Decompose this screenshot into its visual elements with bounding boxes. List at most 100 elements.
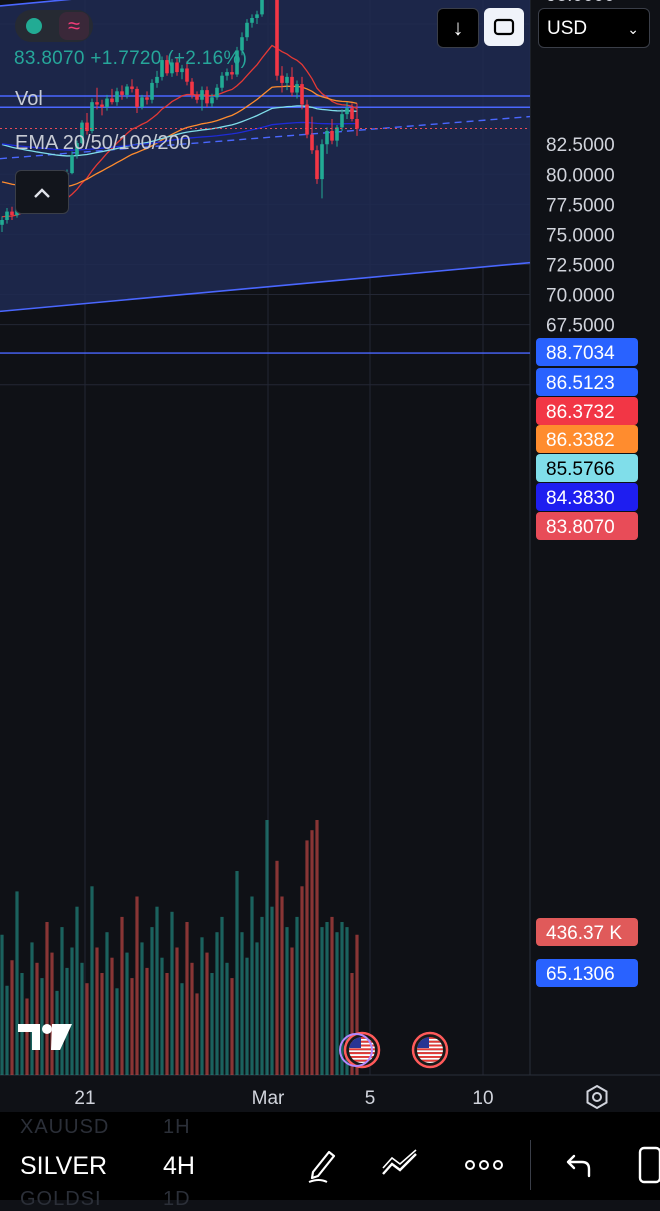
- candle-body[interactable]: [100, 104, 104, 107]
- candle-body[interactable]: [165, 60, 169, 74]
- undo-icon[interactable]: [565, 1152, 593, 1178]
- candle-body[interactable]: [225, 72, 229, 76]
- collapse-indicators-button[interactable]: [15, 170, 69, 214]
- volume-bar: [330, 916, 334, 1075]
- candle-body[interactable]: [260, 0, 264, 15]
- candle-body[interactable]: [190, 81, 194, 95]
- candle-body[interactable]: [320, 144, 324, 180]
- candle-body[interactable]: [250, 17, 254, 23]
- candle-body[interactable]: [90, 102, 94, 132]
- chevron-up-icon: [34, 188, 50, 198]
- candle-body[interactable]: [220, 75, 224, 88]
- candle-body[interactable]: [275, 0, 279, 76]
- currency-select[interactable]: USD ⌄: [538, 8, 650, 48]
- candle-body[interactable]: [215, 87, 219, 98]
- candle-body[interactable]: [205, 90, 209, 104]
- candle-body[interactable]: [185, 68, 189, 82]
- candle-body[interactable]: [330, 131, 334, 141]
- volume-bar: [5, 985, 9, 1075]
- candle-body[interactable]: [70, 155, 74, 174]
- approx-icon[interactable]: ≈: [59, 12, 89, 40]
- candle-body[interactable]: [105, 98, 109, 107]
- download-button[interactable]: ↓: [437, 8, 479, 48]
- candle-body[interactable]: [155, 76, 159, 83]
- price-chart[interactable]: 102.5000100.000097.500095.000092.500082.…: [0, 0, 660, 1112]
- price-badge: [536, 483, 638, 511]
- volume-bar: [75, 906, 79, 1075]
- candle-body[interactable]: [125, 86, 129, 95]
- candle-body[interactable]: [310, 134, 314, 151]
- price-badge: [536, 368, 638, 396]
- candle-body[interactable]: [180, 68, 184, 73]
- volume-bar: [275, 860, 279, 1075]
- candle-body[interactable]: [140, 97, 144, 107]
- time-tick-label: 21: [74, 1088, 95, 1109]
- candle-body[interactable]: [200, 90, 204, 100]
- candle-body[interactable]: [230, 72, 234, 75]
- symbol-button[interactable]: SILVER: [20, 1152, 108, 1180]
- candle-body[interactable]: [240, 37, 244, 51]
- volume-bar: [85, 983, 89, 1075]
- candle-body[interactable]: [75, 143, 79, 156]
- candle-body[interactable]: [255, 14, 259, 18]
- gear-icon[interactable]: [584, 1084, 610, 1110]
- candle-body[interactable]: [295, 84, 299, 93]
- channel-mid-line[interactable]: [0, 115, 531, 160]
- us-flag-icon[interactable]: [411, 1031, 449, 1069]
- candle-body[interactable]: [315, 150, 319, 180]
- candle-body[interactable]: [285, 76, 289, 83]
- candle-body[interactable]: [0, 219, 4, 225]
- pencil-icon[interactable]: [305, 1144, 339, 1184]
- candle-body[interactable]: [85, 122, 89, 132]
- candle-body[interactable]: [10, 211, 14, 216]
- candle-body[interactable]: [170, 62, 174, 74]
- more-icon[interactable]: [464, 1158, 504, 1172]
- timeframe-button[interactable]: 4H: [163, 1152, 195, 1180]
- candle-body[interactable]: [290, 76, 294, 93]
- us-flag-icon[interactable]: [343, 1031, 381, 1069]
- candle-body[interactable]: [115, 91, 119, 103]
- volume-bar: [50, 952, 54, 1075]
- candle-body[interactable]: [235, 50, 239, 75]
- status-pill[interactable]: ≈: [15, 10, 93, 42]
- candle-body[interactable]: [80, 122, 84, 144]
- volume-bar: [195, 993, 199, 1075]
- time-tick-label: Mar: [252, 1088, 285, 1109]
- trendline-tool-icon[interactable]: [380, 1148, 420, 1182]
- volume-indicator-label[interactable]: Vol: [15, 88, 43, 110]
- candle-body[interactable]: [5, 211, 9, 220]
- candle-body[interactable]: [355, 118, 359, 129]
- candle-body[interactable]: [335, 127, 339, 141]
- volume-bar: [260, 916, 264, 1075]
- currency-value: USD: [547, 18, 588, 39]
- volume-bar: [110, 957, 114, 1075]
- candle-body[interactable]: [95, 102, 99, 105]
- price-badge-label: 86.3382: [546, 430, 615, 451]
- candle-body[interactable]: [325, 131, 329, 145]
- volume-bar: [0, 934, 4, 1075]
- fullscreen-button[interactable]: [484, 8, 524, 46]
- candle-body[interactable]: [145, 97, 149, 100]
- candle-body[interactable]: [280, 75, 284, 83]
- ema-indicator-label[interactable]: EMA 20/50/100/200: [15, 132, 191, 154]
- candle-body[interactable]: [110, 98, 114, 103]
- candle-body[interactable]: [150, 82, 154, 100]
- candle-body[interactable]: [345, 108, 349, 115]
- candle-body[interactable]: [175, 62, 179, 73]
- candle-body[interactable]: [120, 91, 124, 95]
- candle-body[interactable]: [160, 60, 164, 77]
- price-badge-label: 86.5123: [546, 373, 615, 394]
- candle-body[interactable]: [245, 22, 249, 38]
- candle-body[interactable]: [305, 104, 309, 135]
- candle-body[interactable]: [195, 94, 199, 100]
- volume-bar: [175, 947, 179, 1075]
- candle-body[interactable]: [135, 88, 139, 107]
- candle-body[interactable]: [340, 114, 344, 128]
- channel-lower-line[interactable]: [0, 261, 531, 313]
- phone-icon[interactable]: [636, 1146, 660, 1186]
- ghost-timeframe-above: 1H: [163, 1116, 191, 1138]
- candle-body[interactable]: [210, 97, 214, 104]
- candle-body[interactable]: [300, 84, 304, 105]
- candle-body[interactable]: [130, 86, 134, 89]
- candle-body[interactable]: [350, 108, 354, 119]
